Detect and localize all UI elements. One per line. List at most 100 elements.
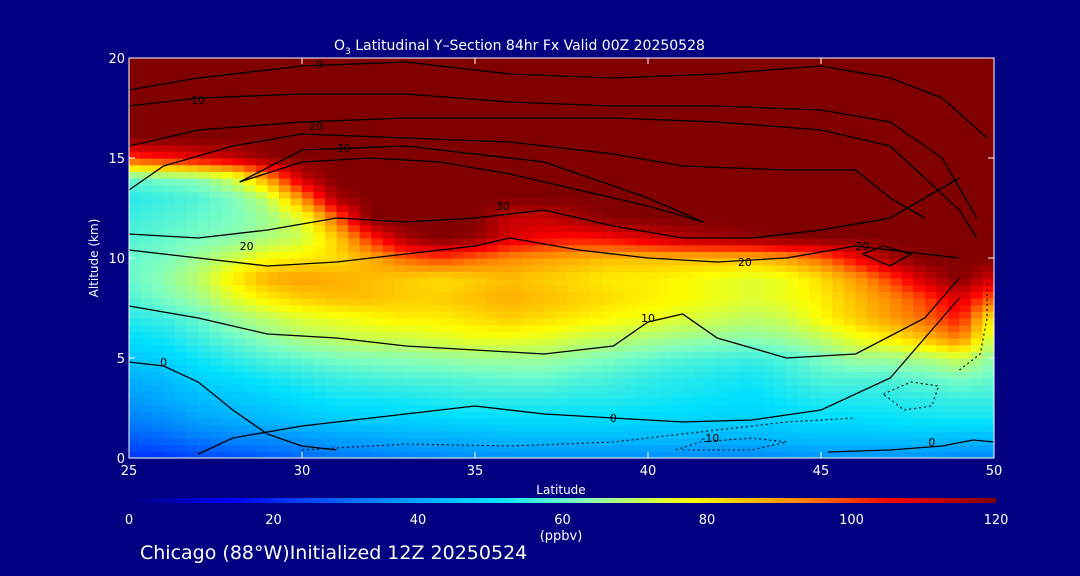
heatmap-cell	[763, 144, 776, 152]
heatmap-cell	[509, 144, 522, 152]
heatmap-cell	[786, 331, 799, 339]
heatmap-cell	[348, 118, 361, 126]
heatmap-cell	[186, 98, 199, 106]
heatmap-cell	[809, 64, 822, 72]
heatmap-cell	[682, 118, 695, 126]
heatmap-cell	[451, 58, 465, 66]
heatmap-cell	[348, 384, 361, 392]
heatmap-cell	[255, 438, 268, 446]
heatmap-cell	[659, 331, 672, 339]
heatmap-cell	[924, 224, 937, 232]
heatmap-cell	[348, 58, 361, 66]
heatmap-cell	[267, 98, 280, 106]
heatmap-cell	[624, 264, 638, 272]
heatmap-cell	[451, 298, 465, 306]
heatmap-cell	[486, 218, 499, 226]
heatmap-cell	[498, 431, 511, 439]
heatmap-cell	[359, 98, 372, 106]
heatmap-cell	[648, 324, 661, 332]
heatmap-cell	[751, 138, 764, 146]
heatmap-cell	[186, 324, 199, 332]
heatmap-cell	[428, 251, 441, 259]
heatmap-cell	[567, 338, 580, 346]
heatmap-cell	[348, 351, 361, 359]
heatmap-cell	[209, 371, 222, 379]
heatmap-cell	[959, 278, 972, 286]
heatmap-cell	[163, 278, 176, 286]
heatmap-cell	[694, 424, 707, 432]
heatmap-cell	[763, 278, 776, 286]
heatmap-cell	[186, 451, 199, 458]
heatmap-cell	[417, 204, 430, 212]
heatmap-cell	[567, 404, 580, 412]
heatmap-cell	[913, 411, 926, 419]
heatmap-cell	[255, 398, 268, 406]
heatmap-cell	[832, 431, 845, 439]
heatmap-cell	[705, 84, 718, 92]
heatmap-cell	[521, 111, 534, 119]
heatmap-cell	[440, 124, 453, 132]
heatmap-cell	[521, 358, 534, 366]
heatmap-cell	[751, 98, 764, 106]
heatmap-cell	[198, 171, 211, 179]
heatmap-cell	[947, 418, 960, 426]
heatmap-cell	[636, 371, 649, 379]
heatmap-cell	[336, 231, 349, 239]
heatmap-cell	[232, 384, 245, 392]
heatmap-cell	[313, 151, 326, 159]
heatmap-cell	[486, 231, 499, 239]
heatmap-cell	[601, 164, 614, 172]
heatmap-cell	[498, 391, 511, 399]
heatmap-cell	[751, 144, 764, 152]
heatmap-cell	[244, 231, 257, 239]
heatmap-cell	[209, 184, 222, 192]
heatmap-cell	[901, 151, 914, 159]
heatmap-cell	[567, 291, 580, 299]
heatmap-cell	[267, 344, 280, 352]
heatmap-cell	[163, 84, 176, 92]
heatmap-cell	[302, 184, 315, 192]
heatmap-cell	[521, 298, 534, 306]
heatmap-cell	[325, 291, 338, 299]
heatmap-cell	[821, 104, 834, 112]
heatmap-cell	[901, 271, 914, 279]
heatmap-cell	[601, 251, 614, 259]
heatmap-cell	[601, 378, 614, 386]
heatmap-cell	[970, 284, 984, 292]
heatmap-cell	[671, 131, 684, 139]
heatmap-cell	[175, 178, 188, 186]
heatmap-cell	[359, 151, 372, 159]
heatmap-cell	[970, 211, 984, 219]
heatmap-cell	[232, 124, 245, 132]
heatmap-cell	[659, 164, 672, 172]
heatmap-cell	[463, 418, 476, 426]
heatmap-cell	[763, 364, 776, 372]
heatmap-cell	[359, 244, 372, 252]
heatmap-cell	[728, 411, 741, 419]
heatmap-cell	[913, 278, 926, 286]
heatmap-cell	[624, 191, 638, 199]
heatmap-cell	[371, 378, 384, 386]
heatmap-cell	[774, 244, 787, 252]
heatmap-cell	[832, 138, 845, 146]
heatmap-cell	[244, 404, 257, 412]
heatmap-cell	[255, 191, 268, 199]
heatmap-cell	[278, 351, 292, 359]
heatmap-cell	[867, 324, 880, 332]
heatmap-cell	[209, 244, 222, 252]
heatmap-cell	[636, 398, 649, 406]
heatmap-cell	[913, 184, 926, 192]
heatmap-cell	[624, 378, 638, 386]
heatmap-cell	[844, 451, 857, 458]
heatmap-cell	[440, 191, 453, 199]
heatmap-cell	[636, 178, 649, 186]
heatmap-cell	[751, 278, 764, 286]
heatmap-cell	[451, 131, 465, 139]
heatmap-cell	[648, 218, 661, 226]
heatmap-cell	[417, 331, 430, 339]
heatmap-cell	[648, 211, 661, 219]
heatmap-cell	[325, 111, 338, 119]
heatmap-cell	[405, 184, 418, 192]
heatmap-cell	[624, 238, 638, 246]
